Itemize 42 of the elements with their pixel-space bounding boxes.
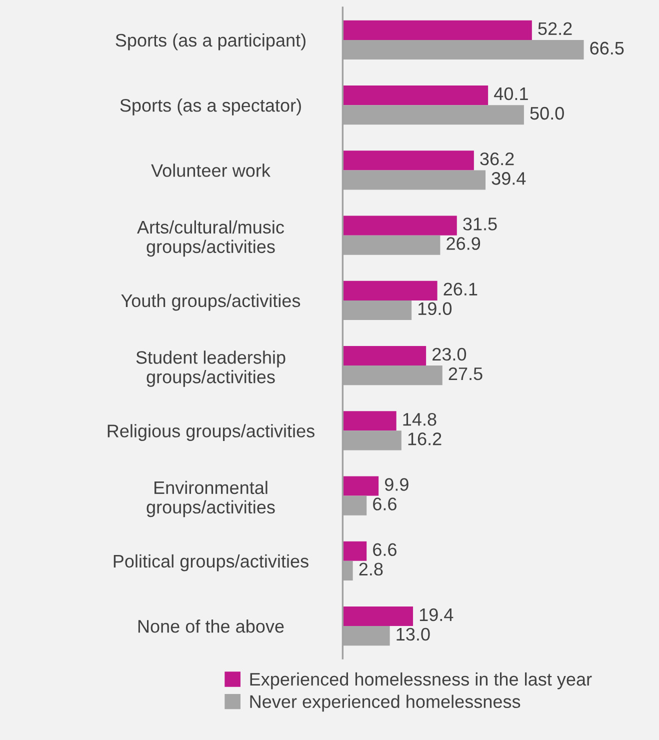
y-tick-label: Sports (as a participant): [116, 33, 306, 50]
data-label: 66.5: [590, 42, 624, 55]
bar: [342, 20, 532, 40]
data-label: 19.4: [420, 608, 454, 622]
bar: [342, 606, 414, 626]
y-tick-label: Youth groups/activities: [121, 294, 300, 311]
y-tick-label: Student leadership groups/activities: [136, 350, 286, 387]
legend-label: Experienced homelessness in the last year: [250, 672, 592, 690]
data-label: 26.1: [444, 282, 478, 296]
data-label: 14.8: [403, 412, 436, 426]
y-tick-label: None of the above: [138, 620, 284, 633]
data-label: 40.1: [494, 87, 528, 100]
bar: [342, 280, 438, 300]
y-tick-label: Religious groups/activities: [108, 424, 314, 441]
legend-label: Never experienced homelessness: [250, 694, 520, 712]
y-tick-label: Sports (as a spectator): [120, 98, 301, 116]
y-tick-label: Volunteer work: [151, 164, 270, 177]
data-label: 6.6: [373, 543, 396, 556]
data-label: 9.9: [384, 478, 408, 491]
bar: [342, 86, 488, 106]
data-label: 27.5: [448, 367, 482, 380]
data-label: 39.4: [492, 172, 526, 185]
data-label: 6.6: [373, 498, 396, 510]
data-label: 52.2: [538, 22, 572, 36]
data-label: 36.2: [480, 152, 514, 166]
bar: [342, 541, 367, 561]
bar: [342, 150, 474, 170]
bar: [342, 411, 396, 431]
data-label: 23.0: [432, 348, 466, 361]
y-tick-label: Political groups/activities: [114, 554, 308, 572]
data-label: 2.8: [359, 562, 383, 576]
data-label: 50.0: [530, 106, 564, 120]
data-label: 13.0: [396, 628, 430, 641]
data-label: 31.5: [463, 218, 497, 230]
bar: [342, 476, 379, 496]
bar: [342, 216, 457, 236]
data-label: 26.9: [446, 237, 480, 250]
data-label: 19.0: [418, 302, 452, 316]
bar: [342, 346, 426, 366]
data-label: 16.2: [408, 432, 442, 446]
y-tick-label: Arts/cultural/music groups/activities: [137, 220, 284, 257]
y-tick-label: Environmental groups/activities: [146, 480, 275, 518]
